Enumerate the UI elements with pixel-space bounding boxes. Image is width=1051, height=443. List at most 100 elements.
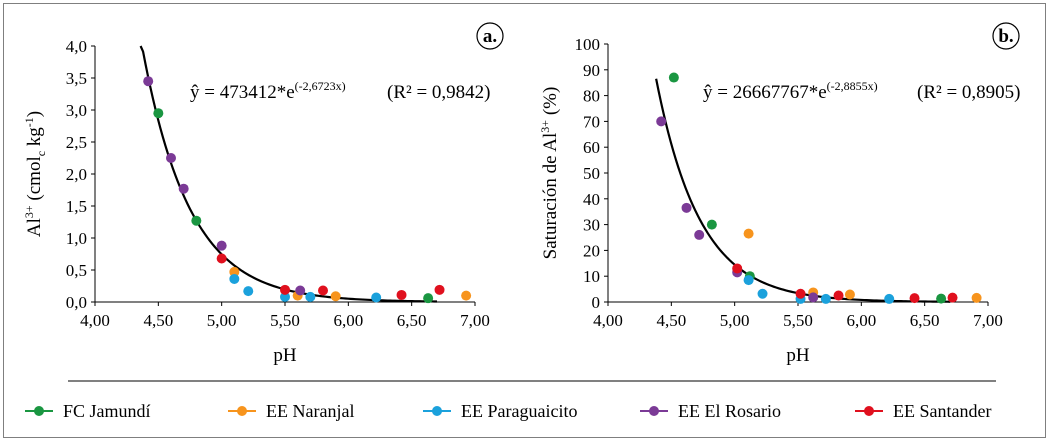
point-fc-jamund- — [936, 293, 947, 304]
x-axis-title: pH — [786, 345, 810, 366]
y-tick-label: 30 — [583, 216, 600, 235]
point-ee-paraguaicito — [371, 292, 382, 303]
y-tick-label: 10 — [583, 267, 600, 286]
fit-curve — [655, 78, 951, 303]
panel-label: b. — [998, 26, 1013, 47]
point-fc-jamund- — [423, 293, 434, 304]
y-tick-label: 1,0 — [66, 229, 87, 248]
panel-label: a. — [483, 26, 497, 47]
x-tick-label: 6,50 — [397, 311, 427, 330]
regression-equation: ŷ = 26667767*e(-2,8855x) — [703, 79, 878, 103]
x-tick-label: 4,50 — [143, 311, 173, 330]
point-ee-naranjal — [971, 292, 982, 303]
legend-label: EE Santander — [893, 401, 991, 421]
point-ee-paraguaicito — [757, 288, 768, 299]
y-tick-label: 70 — [583, 112, 600, 131]
r-squared: (R² = 0,9842) — [387, 82, 491, 103]
x-axis-title: pH — [273, 345, 297, 366]
point-ee-santander — [947, 292, 958, 303]
y-axis-title: Saturación de Al3+ (%) — [538, 87, 561, 260]
y-tick-label: 60 — [583, 138, 600, 157]
x-tick-label: 4,00 — [593, 311, 623, 330]
point-ee-santander — [732, 263, 743, 274]
legend-label: EE Paraguaicito — [461, 401, 577, 421]
point-ee-santander — [795, 288, 806, 299]
panel-badge — [476, 22, 504, 50]
point-ee-paraguaicito — [243, 286, 254, 297]
point-ee-el-rosario — [178, 183, 189, 194]
figure-frame — [3, 3, 1046, 438]
x-tick-label: 4,00 — [80, 311, 110, 330]
legend-item-ee-santander: EE Santander — [855, 401, 991, 421]
x-tick-label: 4,50 — [656, 311, 686, 330]
panel-badge — [992, 22, 1020, 50]
panel-a: 0,0 0,5 1,0 1,5 2,0 2,5 3,0 3,5 4,0 4,00 4,50 5,00 5… — [22, 22, 504, 366]
regression-equation: ŷ = 473412*e(-2,6723x) — [190, 79, 346, 103]
legend-item-fc-jamund-: FC Jamundí — [25, 401, 151, 421]
point-ee-el-rosario — [681, 202, 692, 213]
x-tick-label: 5,50 — [270, 311, 300, 330]
point-ee-naranjal — [743, 228, 754, 239]
y-tick-label: 1,5 — [66, 197, 87, 216]
y-tick-label: 0,5 — [66, 261, 87, 280]
x-tick-label: 5,00 — [720, 311, 750, 330]
x-tick-label: 6,00 — [846, 311, 876, 330]
legend-item-ee-el-rosario: EE El Rosario — [640, 401, 781, 421]
point-ee-paraguaicito — [743, 275, 754, 286]
legend-label: FC Jamundí — [63, 401, 151, 421]
y-tick-label: 100 — [575, 35, 601, 54]
point-ee-santander — [434, 284, 445, 295]
y-tick-label: 50 — [583, 164, 600, 183]
point-ee-santander — [280, 284, 290, 295]
legend-marker — [237, 406, 247, 416]
legend-item-ee-paraguaicito: EE Paraguaicito — [423, 401, 577, 421]
y-tick-label: 0 — [592, 293, 601, 312]
x-tick-label: 5,50 — [783, 311, 813, 330]
point-ee-naranjal — [229, 266, 240, 277]
point-ee-naranjal — [844, 289, 855, 300]
point-ee-el-rosario — [143, 76, 154, 87]
legend-marker — [432, 406, 442, 416]
point-ee-paraguaicito — [280, 291, 290, 302]
y-tick-label: 90 — [583, 61, 600, 80]
y-tick-label: 0,0 — [66, 293, 87, 312]
x-tick-label: 7,00 — [973, 311, 1003, 330]
legend-marker — [864, 406, 874, 416]
point-fc-jamund- — [191, 215, 202, 226]
point-ee-paraguaicito — [884, 293, 895, 304]
point-ee-santander — [318, 285, 328, 296]
point-ee-el-rosario — [656, 116, 667, 127]
y-tick-label: 80 — [583, 87, 600, 106]
legend-marker — [649, 406, 659, 416]
x-tick-label: 5,00 — [207, 311, 237, 330]
y-tick-label: 40 — [583, 190, 600, 209]
y-tick-label: 2,5 — [66, 133, 87, 152]
x-tick-label: 6,50 — [910, 311, 940, 330]
point-ee-santander — [216, 253, 227, 264]
legend: FC Jamundí EE Naranjal EE Paraguaicito EE E… — [25, 401, 991, 421]
y-tick-label: 4,0 — [66, 37, 87, 56]
point-fc-jamund- — [706, 219, 717, 230]
point-fc-jamund- — [153, 108, 164, 119]
point-ee-santander — [396, 289, 407, 300]
point-ee-naranjal — [461, 290, 472, 301]
point-ee-el-rosario — [216, 240, 227, 251]
point-ee-paraguaicito — [229, 273, 240, 284]
x-tick-label: 7,00 — [460, 311, 490, 330]
legend-item-ee-naranjal: EE Naranjal — [228, 401, 354, 421]
y-tick-label: 3,5 — [66, 69, 87, 88]
point-ee-paraguaicito — [305, 291, 316, 302]
point-ee-paraguaicito — [820, 293, 831, 304]
panel-b: 0 10 20 30 40 50 60 70 80 90 100 4,00 4,50 5,00 5,50 6,… — [538, 22, 1021, 366]
point-ee-el-rosario — [694, 229, 705, 240]
point-fc-jamund- — [668, 72, 679, 83]
x-tick-label: 6,00 — [333, 311, 363, 330]
point-ee-santander — [833, 290, 844, 301]
point-ee-naranjal — [330, 291, 341, 302]
point-ee-el-rosario — [166, 153, 176, 163]
legend-label: EE El Rosario — [678, 401, 781, 421]
y-axis-title: Al3+ (cmolc kg-1) — [22, 111, 48, 237]
point-ee-santander — [909, 293, 920, 304]
y-tick-label: 3,0 — [66, 101, 87, 120]
legend-marker — [34, 406, 44, 416]
